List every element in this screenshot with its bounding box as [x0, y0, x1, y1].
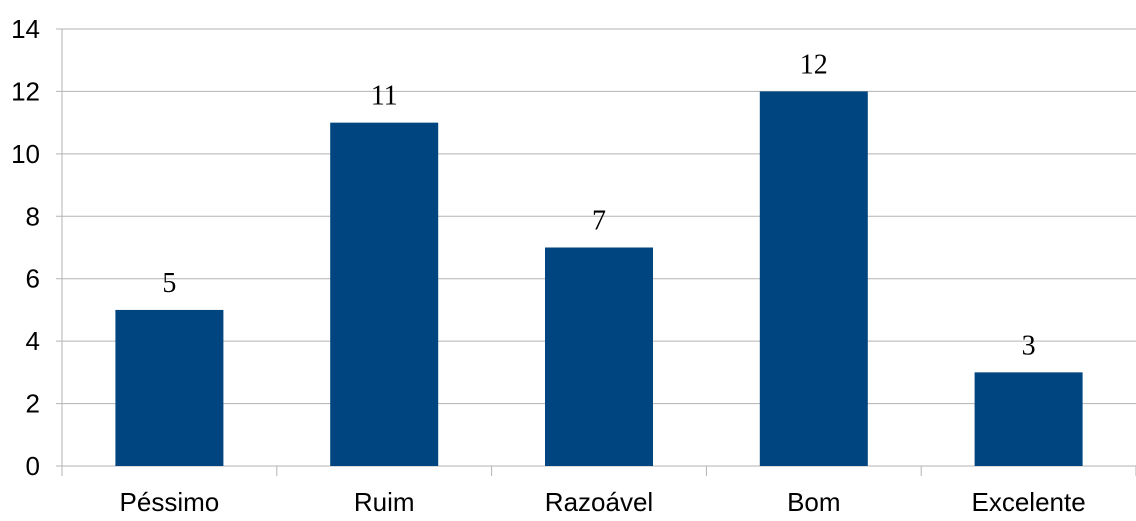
bars	[115, 91, 1083, 467]
y-tick-label: 12	[11, 76, 40, 106]
data-labels: 5 11 7 12 3	[162, 49, 1035, 361]
x-category-label: Péssimo	[120, 487, 220, 517]
y-tick-label: 4	[26, 326, 40, 356]
data-label: 11	[371, 81, 398, 112]
data-label: 12	[800, 49, 828, 80]
x-axis-categories: Péssimo Ruim Razoável Bom Excelente	[120, 487, 1086, 517]
y-tick-label: 14	[11, 14, 40, 44]
bar-4	[974, 372, 1083, 466]
x-category-label: Razoável	[545, 487, 653, 517]
y-axis-ticks: 0 2 4 6 8 10 12 14	[11, 14, 40, 481]
y-tick-label: 10	[11, 139, 40, 169]
x-category-label: Ruim	[354, 487, 415, 517]
y-tick-label: 2	[26, 389, 40, 419]
bar-1	[330, 122, 439, 467]
data-label: 7	[592, 206, 606, 237]
gridlines	[56, 28, 1136, 476]
x-category-label: Excelente	[972, 487, 1086, 517]
data-label: 3	[1022, 330, 1036, 361]
bar-0	[115, 309, 224, 466]
data-label: 5	[162, 268, 176, 299]
y-tick-label: 8	[26, 201, 40, 231]
y-tick-label: 0	[26, 451, 40, 481]
bar-2	[545, 247, 653, 466]
x-category-label: Bom	[787, 487, 840, 517]
bar-3	[759, 91, 868, 466]
y-tick-label: 6	[26, 264, 40, 294]
